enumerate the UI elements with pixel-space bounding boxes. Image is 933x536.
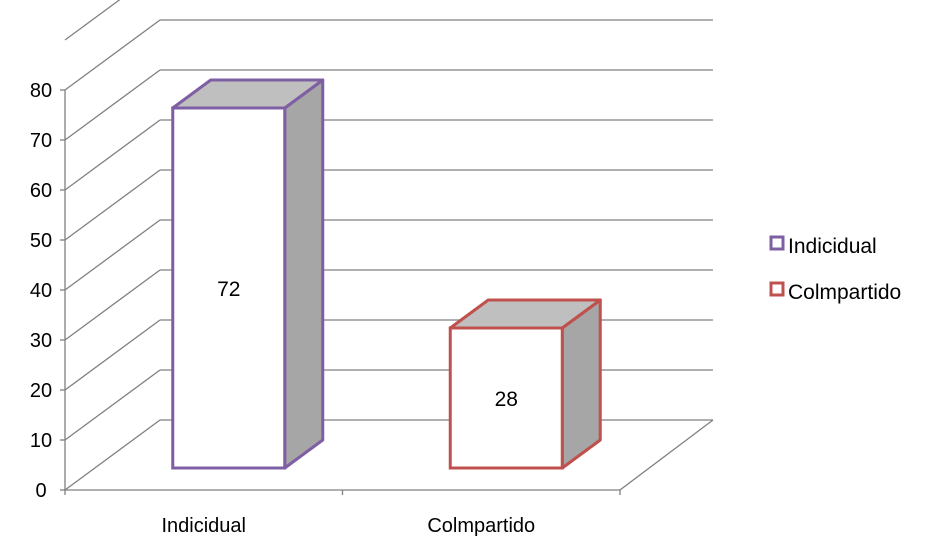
bar-front-face [171, 106, 287, 470]
legend-item: Colmpartido [769, 281, 901, 304]
y-tick-label: 20 [30, 380, 52, 402]
y-tick-label: 70 [30, 130, 52, 152]
legend-label: Colmpartido [788, 281, 901, 304]
x-tick-label: Colmpartido [427, 515, 535, 536]
legend: Indicidual Colmpartido [769, 235, 901, 304]
side-wall-gridline [64, 19, 161, 91]
data-label: 72 [217, 278, 240, 301]
floor-right-edge [619, 419, 714, 491]
bar-colmpartido: 28 [448, 298, 602, 470]
x-tick-label: Indicidual [161, 515, 246, 536]
bar-indicidual: 72 [171, 78, 325, 470]
y-axis: 0 10 20 30 40 50 60 70 80 [30, 80, 66, 502]
y-tick-label: 0 [35, 480, 46, 502]
side-wall-gridline [64, 219, 161, 291]
bars: 72 28 [171, 78, 602, 470]
y-tick-label: 30 [30, 330, 52, 352]
y-tick-label: 50 [30, 230, 52, 252]
legend-swatch [769, 281, 785, 297]
y-tick-label: 60 [30, 180, 52, 202]
side-wall-gridline [64, 69, 161, 141]
side-wall-gridline [64, 0, 121, 41]
y-tick-label: 80 [30, 80, 52, 102]
y-tick-label: 40 [30, 280, 52, 302]
side-wall-gridline [64, 319, 161, 391]
side-wall-gridline [64, 419, 161, 491]
x-axis: Indicidual Colmpartido [64, 490, 621, 536]
y-tick-label: 10 [30, 430, 52, 452]
legend-item: Indicidual [769, 235, 877, 258]
data-label: 28 [495, 388, 518, 411]
bar-side-face [283, 78, 325, 470]
legend-swatch [769, 235, 785, 251]
side-wall-gridline [64, 119, 161, 191]
legend-label: Indicidual [788, 235, 877, 258]
side-wall-gridline [64, 169, 161, 241]
side-wall-gridline [64, 269, 161, 341]
chart-walls [64, 0, 714, 491]
side-wall-gridline [64, 369, 161, 441]
bar-front-face [448, 326, 564, 470]
